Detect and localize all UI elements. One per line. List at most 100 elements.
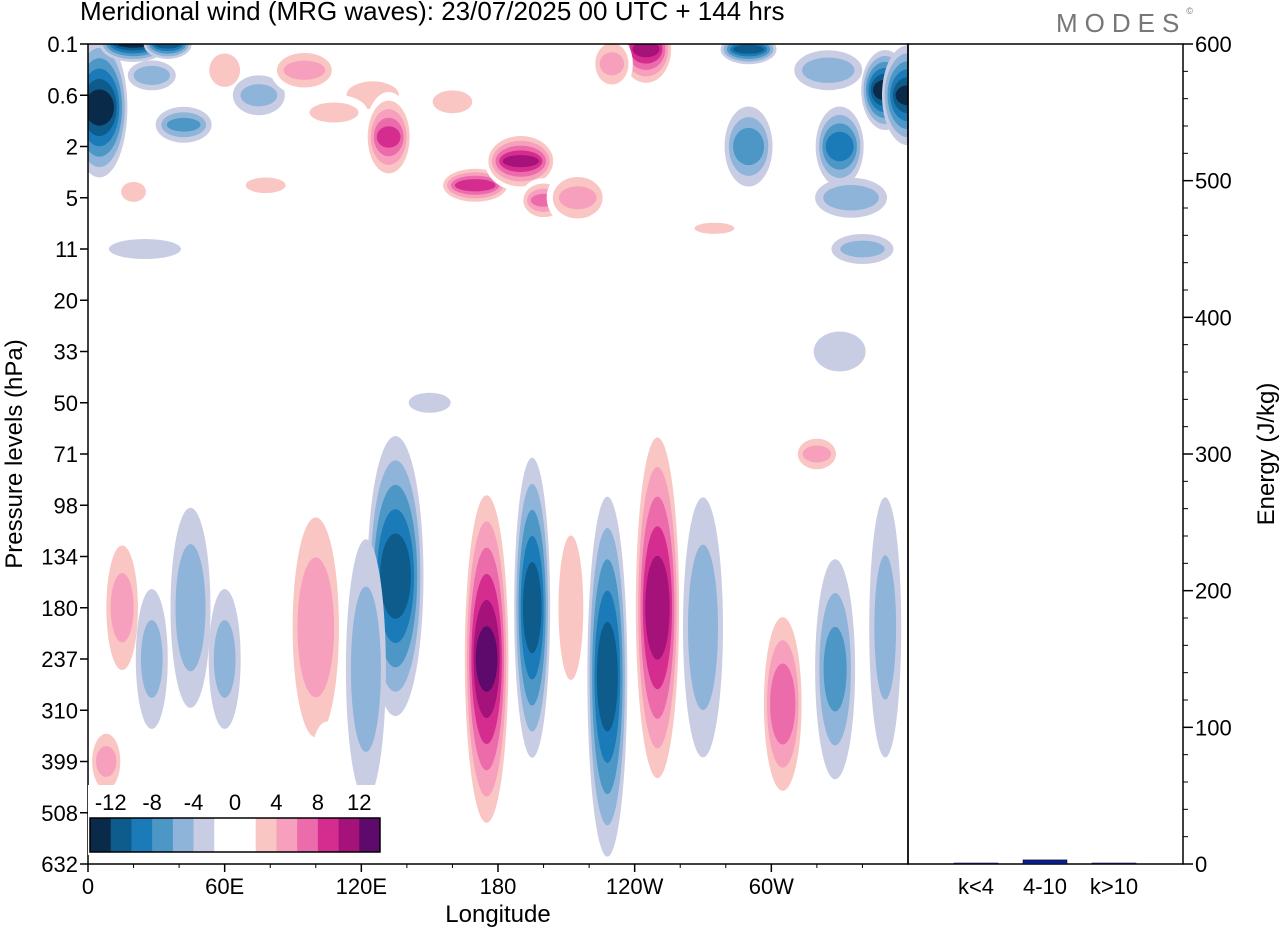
contour-level (645, 555, 670, 660)
colorbar-swatch (152, 818, 174, 852)
energy-tick-label: 100 (1195, 715, 1232, 740)
contour-level (175, 544, 206, 672)
contour-cell (815, 106, 864, 187)
contour-cell (206, 292, 243, 309)
contour-level (895, 85, 908, 106)
colorbar-label: 0 (229, 790, 241, 815)
y-tick-label: 33 (54, 340, 78, 365)
contour-level (694, 222, 735, 234)
energy-bar (953, 862, 999, 865)
colorbar-swatch (255, 818, 277, 852)
contour-cell (108, 239, 181, 259)
contour-level (209, 53, 241, 87)
contour-cell (364, 92, 413, 183)
colorbar-label: 8 (312, 790, 324, 815)
colorbar-frame (89, 817, 381, 853)
energy-bar (1091, 862, 1137, 865)
contour-cell (462, 469, 511, 849)
y-tick-label: 310 (41, 698, 78, 723)
contour-level (558, 535, 584, 680)
y-tick-label: 399 (41, 750, 78, 775)
colorbar-label: -8 (142, 790, 162, 815)
colorbar-label: -4 (184, 790, 204, 815)
y-tick-label: 237 (41, 647, 78, 672)
contour-level (813, 331, 866, 372)
contour-level (408, 392, 451, 413)
contour-level (309, 102, 359, 123)
y-tick-label: 71 (54, 442, 78, 467)
contour-cell (287, 477, 344, 778)
contour-level (213, 620, 236, 698)
contour-level (475, 626, 498, 692)
y-tick-label: 0.6 (47, 83, 78, 108)
contour-cell (686, 218, 743, 239)
contour-cell (514, 457, 551, 758)
contour-level (283, 60, 326, 80)
energy-category-label: k<4 (958, 874, 994, 899)
contour-cell (618, 44, 675, 90)
contour-level (825, 131, 854, 162)
y-tick-label: 508 (41, 801, 78, 826)
contour-level (88, 89, 114, 126)
contour-cell (202, 44, 247, 101)
colorbar: -12 -8 -4 0 4 8 12 (88, 785, 382, 855)
heatmap-field (88, 44, 908, 857)
contour-cell (546, 167, 609, 228)
contour-level (733, 127, 765, 166)
contour-level (632, 44, 660, 58)
contour-cell (683, 497, 723, 758)
colorbar-label: 12 (347, 790, 371, 815)
y-tick-label: 98 (54, 493, 78, 518)
contour-level (599, 52, 625, 76)
contour-cell (813, 331, 866, 372)
contour-level (840, 240, 885, 258)
contour-level (502, 155, 539, 168)
contour-level (522, 562, 542, 654)
contour-level (733, 44, 764, 54)
contour-cell (408, 392, 451, 413)
contour-level (802, 57, 855, 83)
contour-cell (270, 45, 339, 96)
contour-cell (724, 106, 773, 187)
contour-cell (831, 234, 894, 264)
contour-level (110, 573, 134, 643)
contour-level (874, 555, 897, 700)
chart-title: Meridional wind (MRG waves): 23/07/2025 … (80, 0, 785, 26)
x-tick-label: 180 (480, 874, 517, 899)
contour-level (477, 444, 519, 464)
contour-level (154, 44, 181, 49)
energy-tick-label: 0 (1195, 852, 1207, 877)
contour-cell (232, 75, 285, 116)
pressure-axis: 0.1 0.6 2 5 11 20 33 50 71 98 134 180 237 310 399 508 63… (41, 32, 88, 877)
x-tick-label: 0 (82, 874, 94, 899)
contour-level (121, 181, 146, 202)
colorbar-swatch (110, 818, 132, 852)
x-tick-label: 60W (749, 874, 794, 899)
contour-cell (88, 44, 128, 178)
contour-level (596, 621, 618, 732)
energy-tick-label: 200 (1195, 579, 1232, 604)
contour-level (823, 185, 879, 211)
contour-level (116, 44, 151, 48)
contour-level (311, 721, 344, 802)
contour-cell (115, 173, 152, 210)
contour-cell (311, 721, 344, 802)
contour-cell (633, 407, 682, 808)
contour-cell (477, 444, 519, 464)
y-tick-label: 20 (54, 288, 78, 313)
contour-level (770, 663, 796, 745)
x-tick-label: 120E (336, 874, 387, 899)
contour-cell (170, 507, 211, 708)
contour-level (802, 445, 832, 463)
colorbar-swatch (276, 818, 298, 852)
contour-level (432, 90, 473, 114)
contour-cell (869, 497, 902, 758)
colorbar-swatch (359, 818, 381, 852)
contour-cell (237, 171, 294, 200)
y-tick-label: 2 (66, 135, 78, 160)
contour-level (206, 292, 243, 309)
y-tick-label: 50 (54, 391, 78, 416)
colorbar-swatch (193, 818, 215, 852)
contour-level (350, 586, 381, 752)
energy-tick-label: 300 (1195, 442, 1232, 467)
